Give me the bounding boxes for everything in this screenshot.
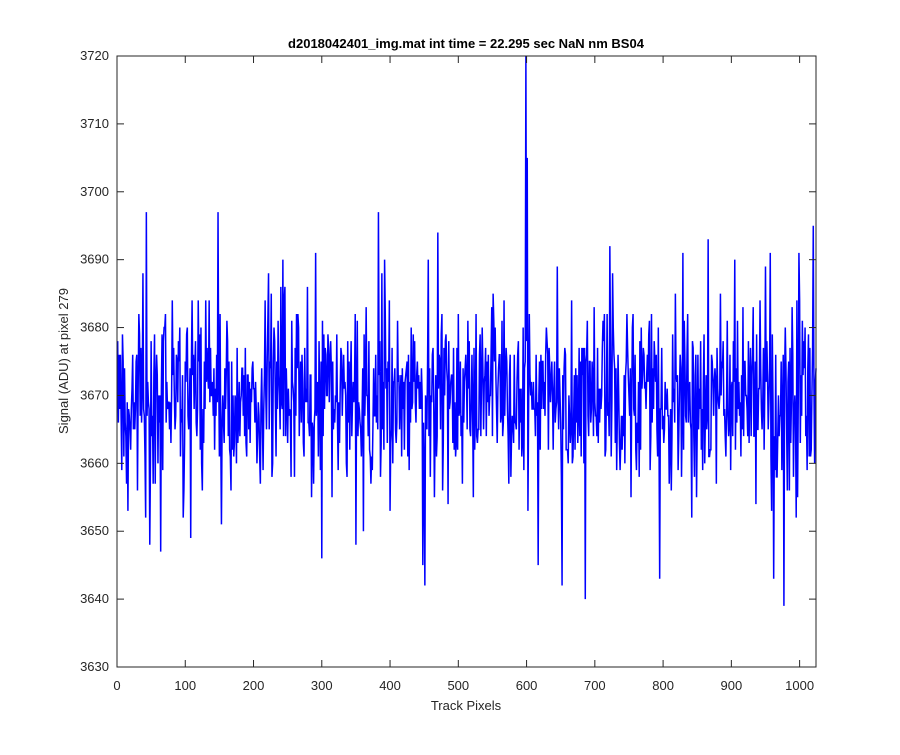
y-tick-label: 3700 [80,184,109,199]
y-tick-label: 3720 [80,48,109,63]
y-tick-label: 3670 [80,387,109,402]
series-layer [116,55,817,606]
y-tick-label: 3630 [80,659,109,674]
x-tick-label: 500 [447,678,469,693]
y-tick-label: 3650 [80,523,109,538]
x-tick-label: 1000 [785,678,814,693]
x-tick-label: 900 [721,678,743,693]
y-tick-label: 3710 [80,116,109,131]
plot-frame [116,55,817,668]
chart-title: d2018042401_img.mat int time = 22.295 se… [288,36,645,51]
ticks-layer: 0 100 200 300 400 500 600 700 800 900 1000 3630 3640… [80,48,816,693]
x-tick-label: 200 [243,678,265,693]
y-tick-label: 3690 [80,252,109,267]
x-tick-label: 800 [652,678,674,693]
y-tick-label: 3640 [80,591,109,606]
x-tick-label: 100 [174,678,196,693]
x-tick-label: 700 [584,678,606,693]
signal-series-line [116,55,817,606]
x-tick-label: 600 [516,678,538,693]
y-axis-label: Signal (ADU) at pixel 279 [56,288,71,434]
y-tick-label: 3680 [80,320,109,335]
x-tick-label: 0 [113,678,120,693]
x-axis-label: Track Pixels [431,698,502,713]
y-tick-label: 3660 [80,455,109,470]
x-tick-label: 400 [379,678,401,693]
x-tick-label: 300 [311,678,333,693]
